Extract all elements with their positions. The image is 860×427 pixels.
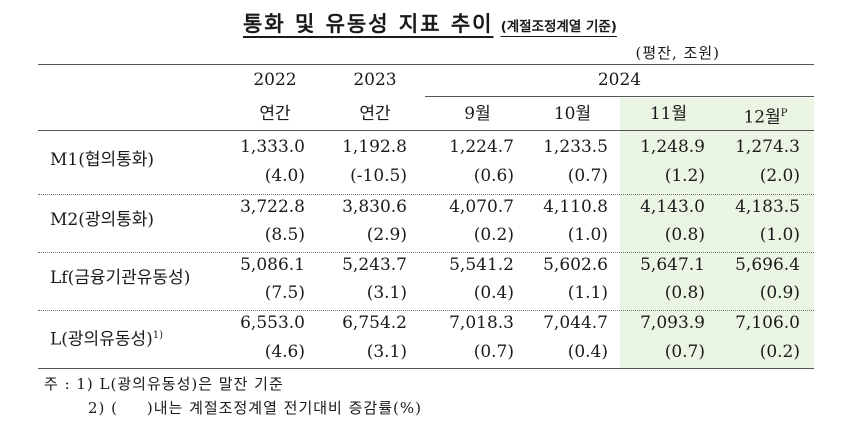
table-cell: (0.8)	[664, 283, 705, 303]
table-cell: (1.1)	[567, 283, 608, 303]
table-title: 통화 및 유동성 지표 추이 (계절조정계열 기준)	[0, 8, 860, 38]
table-cell: 5,647.1	[640, 255, 705, 275]
table-cell: (0.7)	[567, 166, 608, 186]
table-cell: 7,093.9	[640, 313, 705, 333]
row-separator	[38, 252, 814, 253]
table-cell: (3.1)	[366, 342, 407, 362]
header-rule	[38, 130, 814, 131]
table-cell: 5,243.7	[342, 255, 407, 275]
table-cell: (0.8)	[664, 225, 705, 245]
table-cell: 7,018.3	[449, 313, 514, 333]
row-separator	[38, 310, 814, 311]
table-cell: 6,553.0	[240, 313, 305, 333]
column-header: 연간	[259, 104, 291, 124]
title-main: 통화 및 유동성 지표 추이	[243, 12, 494, 36]
footnote-1: 주 : 1) L(광의유동성)은 말잔 기준	[44, 375, 284, 393]
table-cell: (3.1)	[366, 283, 407, 303]
table-cell: 7,044.7	[543, 313, 608, 333]
preliminary-mark: P	[780, 108, 788, 119]
table-cell: (0.7)	[473, 342, 514, 362]
table-cell: 5,541.2	[449, 255, 514, 275]
bottom-rule	[38, 368, 814, 369]
table-cell: (0.6)	[473, 166, 514, 186]
table-cell: 3,830.6	[342, 197, 407, 217]
table-cell: 7,106.0	[735, 313, 800, 333]
row-separator	[38, 194, 814, 195]
table-cell: (4.0)	[264, 166, 305, 186]
table-cell: (0.4)	[473, 283, 514, 303]
table-cell: (0.9)	[759, 283, 800, 303]
row-label-l-text: L(광의유동성)	[50, 329, 153, 350]
table-cell: (1.0)	[759, 225, 800, 245]
table-cell: 5,696.4	[735, 255, 800, 275]
year-header-2022: 2022	[253, 70, 297, 90]
table-cell: 1,192.8	[342, 137, 407, 157]
table-cell: (0.2)	[473, 225, 514, 245]
column-header: 9월	[464, 104, 491, 124]
table-cell: (7.5)	[264, 283, 305, 303]
table-cell: 1,274.3	[735, 137, 800, 157]
column-header: 11월	[649, 104, 688, 124]
title-sub: (계절조정계열 기준)	[500, 19, 617, 35]
table-cell: (0.2)	[759, 342, 800, 362]
table-cell: 1,333.0	[240, 137, 305, 157]
year-2024-underline	[425, 96, 814, 97]
year-header-2023: 2023	[353, 70, 397, 90]
table-cell: (0.4)	[567, 342, 608, 362]
table-cell: 4,070.7	[449, 197, 514, 217]
year-header-2024: 2024	[597, 70, 642, 90]
table-cell: (2.0)	[759, 166, 800, 186]
row-label-m1: M1(협의통화)	[50, 150, 155, 170]
footnote-ref: 1)	[152, 330, 164, 341]
row-label-m2: M2(광의통화)	[50, 210, 155, 230]
table-cell: 3,722.8	[240, 197, 305, 217]
table-cell: (2.9)	[366, 225, 407, 245]
top-rule	[38, 64, 814, 65]
table-cell: 4,110.8	[543, 197, 608, 217]
table-cell: 1,248.9	[640, 137, 705, 157]
column-header-label: 12월	[743, 107, 781, 128]
row-label-l: L(광의유동성)1)	[50, 326, 163, 350]
table-cell: 5,602.6	[543, 255, 608, 275]
column-header: 12월P	[717, 104, 814, 128]
table-cell: (4.6)	[264, 342, 305, 362]
table-cell: 1,233.5	[543, 137, 608, 157]
table-cell: 1,224.7	[449, 137, 514, 157]
table-cell: 6,754.2	[342, 313, 407, 333]
highlight-recent-months	[620, 98, 814, 368]
table-cell: 4,183.5	[735, 197, 800, 217]
unit-label: (평잔, 조원)	[635, 44, 720, 62]
table-cell: (-10.5)	[350, 166, 407, 186]
table-cell: (8.5)	[264, 225, 305, 245]
column-header: 10월	[553, 104, 592, 124]
row-label-lf: Lf(금융기관유동성)	[50, 268, 191, 288]
column-header: 연간	[359, 104, 391, 124]
table-cell: (0.7)	[664, 342, 705, 362]
table-cell: 5,086.1	[240, 255, 305, 275]
table-cell: 4,143.0	[640, 197, 705, 217]
footnote-2: 2) ( )내는 계절조정계열 전기대비 증감률(%)	[88, 399, 422, 417]
table-cell: (1.2)	[664, 166, 705, 186]
table-cell: (1.0)	[567, 225, 608, 245]
